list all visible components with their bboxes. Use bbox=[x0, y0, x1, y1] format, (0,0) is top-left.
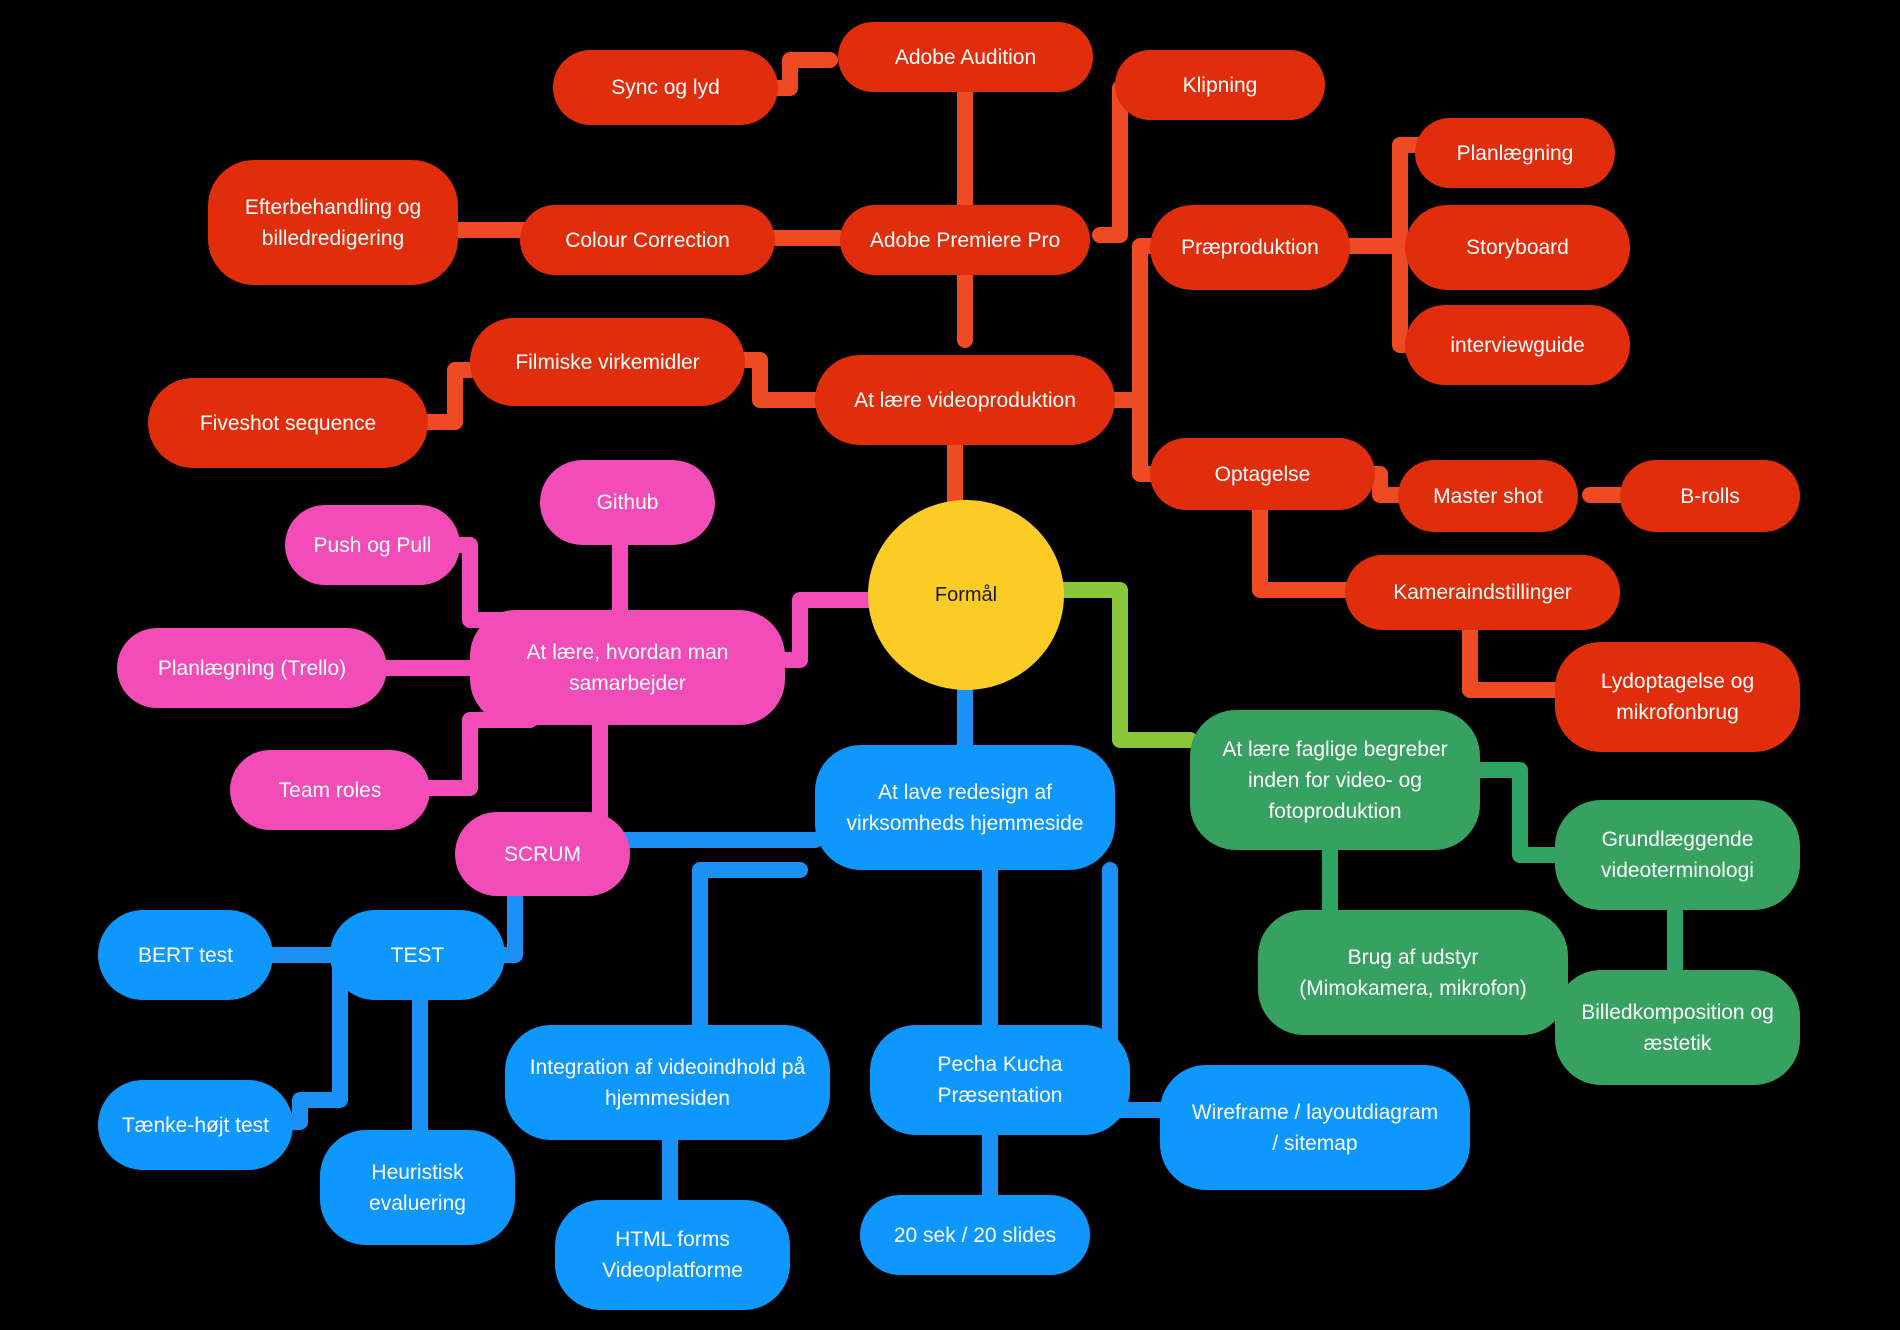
pink-node-github: Github bbox=[540, 460, 715, 545]
red-node-adobe-audition: Adobe Audition bbox=[838, 22, 1093, 92]
green-node-faglige-begreber: At lære faglige begreber inden for video… bbox=[1190, 710, 1480, 850]
red-node-planlaegning: Planlægning bbox=[1415, 118, 1615, 188]
edge-blue-root-to-integration bbox=[692, 862, 808, 1048]
red-node-at-laere-videoproduktion: At lære videoproduktion bbox=[815, 355, 1115, 445]
red-node-praeproduktion: Præproduktion bbox=[1150, 205, 1350, 290]
blue-node-pecha-kucha: Pecha Kucha Præsentation bbox=[870, 1025, 1130, 1135]
pink-node-team-roles: Team roles bbox=[230, 750, 430, 830]
blue-node-test: TEST bbox=[330, 910, 505, 1000]
green-node-billedkomposition: Billedkomposition og æstetik bbox=[1555, 970, 1800, 1085]
blue-node-heuristisk-evaluering: Heuristisk evaluering bbox=[320, 1130, 515, 1245]
red-node-efterbehandling: Efterbehandling og billedredigering bbox=[208, 160, 458, 285]
pink-node-samarbejder: At lære, hvordan man samarbejder bbox=[470, 610, 785, 725]
blue-node-html-forms: HTML forms Videoplatforme bbox=[555, 1200, 790, 1310]
red-node-colour-correction: Colour Correction bbox=[520, 205, 775, 275]
edge-optagelse-to-kamera bbox=[1252, 492, 1353, 598]
red-node-lydoptagelse: Lydoptagelse og mikrofonbrug bbox=[1555, 642, 1800, 752]
blue-node-bert-test: BERT test bbox=[98, 910, 273, 1000]
red-node-sync-og-lyd: Sync og lyd bbox=[553, 50, 778, 125]
edge-kamera-to-lydoptagelse bbox=[1462, 612, 1563, 698]
red-node-optagelse: Optagelse bbox=[1150, 438, 1375, 510]
red-node-b-rolls: B-rolls bbox=[1620, 460, 1800, 532]
red-node-adobe-premiere-pro: Adobe Premiere Pro bbox=[840, 205, 1090, 275]
red-node-kameraindstillinger: Kameraindstillinger bbox=[1345, 555, 1620, 630]
edge-filmiske-to-fiveshot bbox=[412, 362, 478, 430]
red-node-klipning: Klipning bbox=[1115, 50, 1325, 120]
pink-node-planlaegning-trello: Planlægning (Trello) bbox=[117, 628, 387, 708]
blue-node-integration: Integration af videoindhold på hjemmesid… bbox=[505, 1025, 830, 1140]
blue-node-wireframe: Wireframe / layoutdiagram / sitemap bbox=[1160, 1065, 1470, 1190]
edge-center-to-green-root bbox=[1052, 582, 1198, 748]
edge-pink-root-to-teamroles bbox=[412, 712, 538, 796]
blue-node-redesign: At lave redesign af virksomheds hjemmesi… bbox=[815, 745, 1115, 870]
green-node-grundlaeggende: Grundlæggende videoterminologi bbox=[1555, 800, 1800, 910]
pink-node-scrum: SCRUM bbox=[455, 812, 630, 896]
red-node-storyboard: Storyboard bbox=[1405, 205, 1630, 290]
edge-root-to-filmiske bbox=[732, 352, 838, 408]
pink-node-push-og-pull: Push og Pull bbox=[285, 505, 460, 585]
blue-node-20-sek: 20 sek / 20 slides bbox=[860, 1195, 1090, 1275]
red-node-master-shot: Master shot bbox=[1398, 460, 1578, 532]
blue-node-taenke-hoejt-test: Tænke-højt test bbox=[98, 1080, 293, 1170]
red-node-interviewguide: interviewguide bbox=[1405, 305, 1630, 385]
edge-green-root-to-grund bbox=[1462, 762, 1568, 863]
red-node-filmiske-virkemidler: Filmiske virkemidler bbox=[470, 318, 745, 406]
green-node-brug-af-udstyr: Brug af udstyr (Mimokamera, mikrofon) bbox=[1258, 910, 1568, 1035]
red-node-fiveshot-sequence: Fiveshot sequence bbox=[148, 378, 428, 468]
center-node-formaal: Formål bbox=[868, 500, 1064, 690]
